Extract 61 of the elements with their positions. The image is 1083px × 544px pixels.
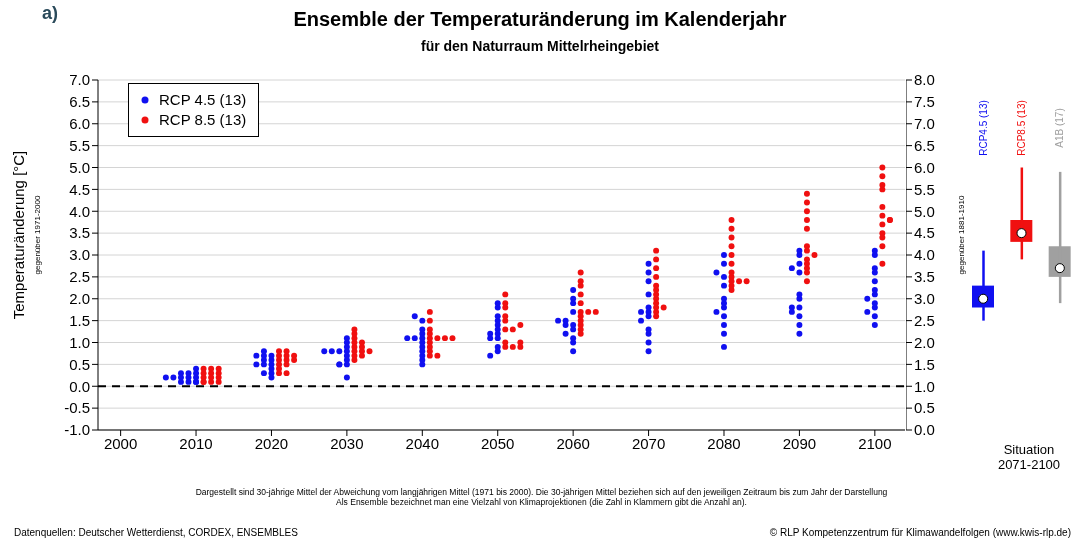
y-tick-label: 2.5 [914,311,935,329]
y-tick-label: 6.0 [914,158,935,176]
x-tick-label: RCP8.5 (13) [1015,100,1027,156]
y-tick-label: 7.0 [914,115,935,133]
y-tick-label: 1.0 [914,377,935,395]
y-tick-label: 3.5 [69,224,90,242]
y-tick-label: 7.0 [69,71,90,89]
x-tick-label: 2070 [631,434,666,452]
x-tick-label: 2100 [858,434,892,452]
y-tick-label: 8.0 [914,71,935,89]
y-tick-label: 4.0 [69,202,90,220]
y-tick-label: 7.5 [914,93,935,111]
x-tick-label: RCP4.5 (13) [977,100,989,156]
y-tick-label: 6.5 [69,93,90,111]
y-tick-label: 2.5 [69,268,90,286]
y-tick-label: 6.0 [69,115,90,133]
chart-title: Ensemble der Temperaturänderung im Kalenderjahr [292,8,788,31]
text: © RLP Kompetenzzentrum für Klimawandelfolgen (www.kwis-rlp.de) [769,527,1071,538]
x-tick-label: 2050 [481,434,515,452]
y-tick-label: 5.0 [914,202,935,220]
legend-label: RCP 4.5 (13) [158,90,247,110]
x-tick-label: 2040 [405,434,439,452]
text: Als Ensemble bezeichnet man eine Vielzahl von Klimaprojektionen (die Zahl in Klammern gibt die Anzahl an). [335,497,748,507]
x-tick-label: 2020 [254,434,289,452]
y-tick-label: 6.5 [914,136,935,154]
text: Datenquellen: Deutscher Wetterdienst, CORDEX, ENSEMBLES [14,527,298,538]
y-tick-label: 0.5 [914,399,935,417]
y-tick-label: 1.0 [69,333,90,351]
y-tick-label: 4.5 [914,224,935,242]
legend-label: RCP 8.5 (13) [158,110,247,130]
x-axis-title: Situation 2071-2100 [996,442,1062,472]
y-tick-label: -0.5 [64,399,90,417]
y-axis-title: gegenüber 1881-1910 [957,195,967,275]
y-tick-label: 0.0 [914,421,935,439]
y-tick-label: 5.0 [69,158,90,176]
y-tick-label: 0.5 [69,355,90,373]
text: a) [42,3,59,24]
y-tick-label: 1.5 [69,311,90,329]
text: gegenüber 1971-2000 [33,195,43,275]
x-tick-label: 2030 [330,434,364,452]
y-tick-label: 3.0 [69,246,90,264]
x-tick-label: 2000 [103,434,138,452]
y-tick-label: 3.5 [914,268,935,286]
y-tick-label: 3.0 [914,290,935,308]
chart-subtitle: für den Naturraum Mittelrheingebiet [420,38,660,54]
y-tick-label: 2.0 [69,290,90,308]
x-tick-label: 2090 [782,434,817,452]
x-tick-label: A1B (17) [1054,108,1066,148]
y-tick-label: 4.5 [69,180,90,198]
y-tick-label: 5.5 [69,136,90,154]
y-tick-label: 2.0 [914,333,935,351]
y-tick-label: -1.0 [64,421,90,439]
x-tick-label: 2060 [556,434,590,452]
x-tick-label: 2010 [179,434,213,452]
y-tick-label: 5.5 [914,180,935,198]
y-tick-label: 1.5 [914,355,935,373]
x-tick-label: 2080 [707,434,741,452]
y-axis-title: Temperaturänderung [°C] [9,150,27,320]
text: Dargestellt sind 30-jährige Mittel der Abweichung vom langjährigen Mittel (1971 bis 2000). Die 30-jährigen Mittel beziehen sich auf den jeweiligen Zeitraum bis zum Jahr der Darstellung [194,487,889,497]
y-tick-label: 4.0 [914,246,935,264]
y-tick-label: 0.0 [69,377,90,395]
